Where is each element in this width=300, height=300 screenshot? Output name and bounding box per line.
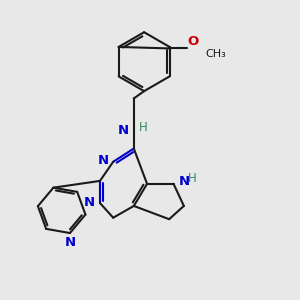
Text: N: N — [178, 175, 189, 188]
Text: O: O — [188, 34, 199, 47]
Text: N: N — [84, 196, 95, 209]
Text: CH₃: CH₃ — [206, 49, 226, 59]
Text: N: N — [98, 154, 109, 167]
Text: N: N — [65, 236, 76, 249]
Text: H: H — [188, 172, 197, 185]
Text: N: N — [117, 124, 128, 137]
Text: H: H — [139, 121, 148, 134]
